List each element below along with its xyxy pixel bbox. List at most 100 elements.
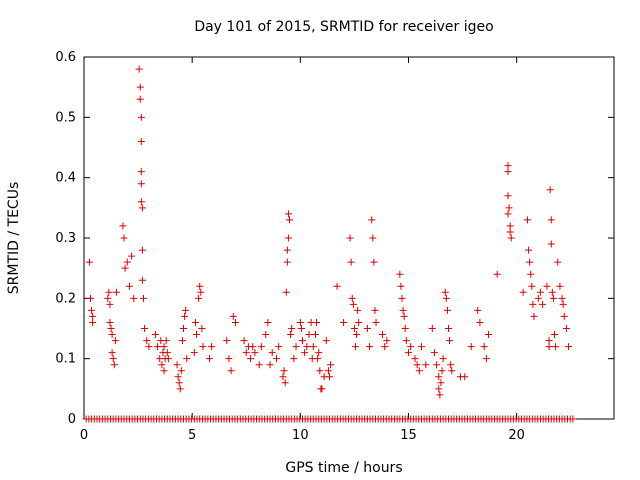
data-point	[264, 318, 272, 326]
data-point	[283, 246, 291, 254]
data-point	[493, 270, 501, 278]
data-point	[120, 234, 128, 242]
data-point	[435, 373, 443, 381]
data-point	[138, 246, 146, 254]
data-point	[476, 318, 484, 326]
data-point	[178, 337, 186, 345]
data-point	[182, 306, 190, 314]
data-point	[436, 391, 444, 399]
data-point	[523, 216, 531, 224]
data-point	[324, 367, 332, 375]
data-point	[301, 349, 309, 357]
data-point	[177, 367, 185, 375]
data-point	[525, 246, 533, 254]
data-point	[136, 95, 144, 103]
baseline-point	[569, 415, 577, 423]
data-point	[447, 361, 455, 369]
data-point	[396, 270, 404, 278]
y-tick-label: 0.6	[55, 50, 76, 65]
data-point	[506, 222, 514, 230]
data-point	[154, 343, 162, 351]
data-point	[527, 270, 535, 278]
data-point	[151, 331, 159, 339]
data-point	[288, 325, 296, 332]
data-point	[371, 306, 379, 314]
plot-area: 0 0.1 0.2 0.3 0.4 0.5 0.6 0 5 10 15 20	[55, 50, 615, 443]
data-point	[368, 216, 376, 224]
data-point	[110, 361, 118, 369]
data-point	[137, 180, 145, 188]
data-point	[249, 343, 257, 351]
data-point	[446, 337, 454, 345]
data-point	[316, 367, 324, 375]
data-point	[536, 288, 544, 296]
data-point	[353, 331, 361, 339]
data-point	[297, 325, 305, 332]
data-point	[315, 349, 323, 357]
data-point	[145, 343, 153, 351]
data-point	[340, 318, 348, 326]
data-point	[195, 294, 203, 302]
data-point	[192, 331, 200, 339]
data-point	[111, 337, 119, 345]
data-point	[366, 343, 374, 351]
data-point	[109, 355, 117, 363]
data-point	[441, 288, 449, 296]
data-point	[89, 318, 97, 326]
data-point	[554, 258, 562, 266]
data-point	[196, 282, 204, 290]
data-point	[231, 318, 239, 326]
data-point	[173, 361, 181, 369]
data-point	[507, 234, 515, 242]
data-point	[530, 312, 538, 320]
data-point	[548, 288, 556, 296]
data-point	[438, 367, 446, 375]
data-point	[348, 294, 356, 302]
data-point	[407, 343, 415, 351]
data-point	[108, 331, 116, 339]
data-point	[370, 258, 378, 266]
data-point	[355, 318, 363, 326]
data-point	[467, 343, 475, 351]
y-tick-label: 0.4	[55, 171, 76, 186]
data-point	[281, 379, 289, 387]
data-point	[506, 228, 514, 236]
data-point	[461, 373, 469, 381]
data-point	[247, 355, 255, 363]
data-point	[448, 367, 456, 375]
data-point	[552, 343, 560, 351]
data-point	[136, 83, 144, 91]
data-point	[229, 312, 237, 320]
data-point	[282, 288, 290, 296]
data-point	[528, 282, 536, 290]
data-point	[311, 331, 319, 339]
data-point	[104, 294, 112, 302]
data-point	[529, 300, 537, 308]
data-point	[326, 373, 334, 381]
y-tick-label: 0.3	[55, 231, 76, 246]
data-point	[402, 337, 410, 345]
data-point	[505, 204, 513, 212]
data-point	[296, 318, 304, 326]
x-tick-label: 0	[80, 428, 88, 443]
data-point	[183, 355, 191, 363]
data-point	[107, 325, 115, 332]
data-point	[180, 325, 188, 332]
y-axis-label: SRMTID / TECUs	[6, 182, 22, 295]
data-point	[504, 162, 512, 170]
data-point	[85, 258, 93, 266]
data-point	[199, 343, 207, 351]
data-point	[545, 337, 553, 345]
data-point	[175, 379, 183, 387]
data-point	[397, 282, 405, 290]
data-point	[273, 355, 281, 363]
data-point	[350, 325, 358, 332]
data-point	[401, 325, 409, 332]
data-point	[543, 282, 551, 290]
data-point	[106, 300, 114, 308]
data-point	[534, 294, 542, 302]
data-point	[163, 349, 171, 357]
data-point	[504, 192, 512, 200]
data-point	[123, 258, 131, 266]
